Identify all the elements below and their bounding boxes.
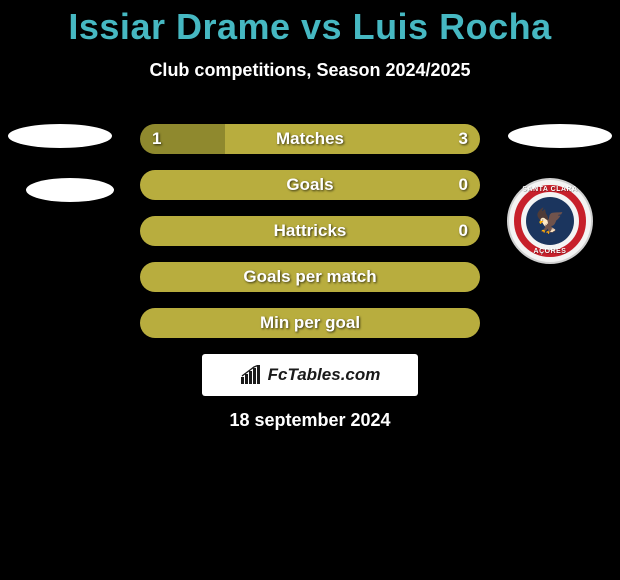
stat-label: Matches <box>276 129 344 149</box>
stat-value-right: 3 <box>459 129 468 149</box>
stat-row: Min per goal <box>140 308 480 338</box>
badge-text-bottom: AÇORES <box>534 248 567 255</box>
page-title: Issiar Drame vs Luis Rocha <box>0 0 620 48</box>
stat-value-right: 0 <box>459 175 468 195</box>
player1-club-placeholder <box>26 178 114 202</box>
attribution-box: FcTables.com <box>202 354 418 396</box>
stat-bar: Min per goal <box>140 308 480 338</box>
stat-row: Matches 1 3 <box>140 124 480 154</box>
stat-bar-right-segment <box>225 124 480 154</box>
stat-bar: Goals 0 <box>140 170 480 200</box>
subtitle: Club competitions, Season 2024/2025 <box>0 60 620 81</box>
stat-label: Hattricks <box>274 221 347 241</box>
stat-row: Goals per match <box>140 262 480 292</box>
stat-label: Goals <box>286 175 333 195</box>
generated-date: 18 september 2024 <box>229 410 390 431</box>
stat-row: Goals 0 <box>140 170 480 200</box>
stat-label: Goals per match <box>243 267 376 287</box>
badge-text-top: SANTA CLARA <box>522 186 577 193</box>
stat-bar: Matches 1 3 <box>140 124 480 154</box>
stat-value-left: 1 <box>152 129 161 149</box>
attribution-text: FcTables.com <box>268 365 381 385</box>
bar-chart-icon <box>240 365 262 385</box>
badge-eagle-icon: 🦅 <box>526 197 574 245</box>
stat-bar: Hattricks 0 <box>140 216 480 246</box>
stat-bar: Goals per match <box>140 262 480 292</box>
player2-logo-placeholder <box>508 124 612 148</box>
stat-value-right: 0 <box>459 221 468 241</box>
player1-logo-placeholder <box>8 124 112 148</box>
stat-row: Hattricks 0 <box>140 216 480 246</box>
player2-club-badge: SANTA CLARA 🦅 AÇORES <box>500 178 600 264</box>
stat-label: Min per goal <box>260 313 360 333</box>
